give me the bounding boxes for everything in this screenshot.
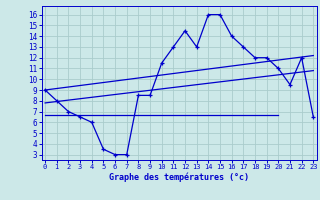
- X-axis label: Graphe des températures (°c): Graphe des températures (°c): [109, 173, 249, 182]
